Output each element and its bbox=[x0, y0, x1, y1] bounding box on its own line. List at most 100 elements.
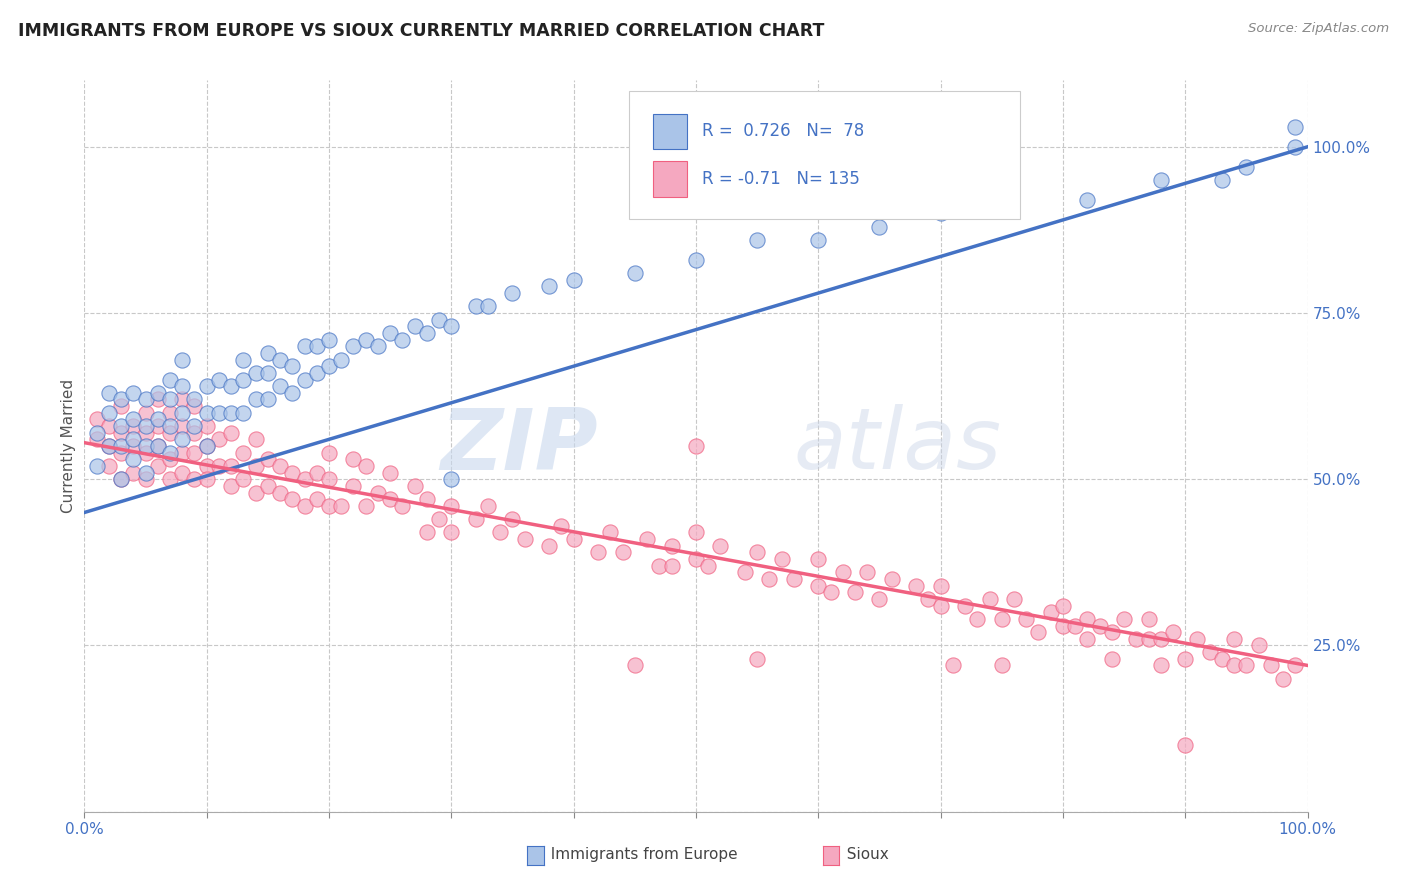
Point bbox=[97, 458, 120, 473]
Point bbox=[869, 219, 891, 234]
Point bbox=[917, 591, 939, 606]
Point bbox=[318, 445, 340, 459]
Point bbox=[183, 425, 205, 440]
Point bbox=[1234, 658, 1257, 673]
Point bbox=[513, 532, 536, 546]
Point bbox=[1088, 618, 1111, 632]
Point bbox=[110, 472, 132, 486]
Point bbox=[562, 532, 585, 546]
Point bbox=[807, 552, 830, 566]
Point bbox=[1039, 605, 1062, 619]
Point bbox=[1076, 612, 1098, 626]
Point bbox=[489, 525, 512, 540]
Point bbox=[979, 591, 1001, 606]
Point bbox=[159, 372, 181, 386]
Point bbox=[330, 499, 353, 513]
Point bbox=[612, 545, 634, 559]
Point bbox=[172, 466, 194, 480]
Point bbox=[1137, 612, 1160, 626]
Point bbox=[1284, 120, 1306, 134]
Text: Immigrants from Europe: Immigrants from Europe bbox=[541, 847, 738, 862]
Point bbox=[232, 445, 254, 459]
Point bbox=[342, 339, 364, 353]
Point bbox=[97, 419, 120, 434]
Point bbox=[1247, 639, 1270, 653]
Point bbox=[195, 439, 218, 453]
Point bbox=[122, 412, 145, 426]
Point bbox=[146, 385, 169, 400]
FancyBboxPatch shape bbox=[628, 91, 1021, 219]
Point bbox=[318, 359, 340, 374]
Point bbox=[440, 472, 463, 486]
Point bbox=[636, 532, 658, 546]
Point bbox=[685, 525, 707, 540]
Point bbox=[464, 512, 486, 526]
Point bbox=[929, 579, 952, 593]
Point bbox=[758, 572, 780, 586]
Point bbox=[856, 566, 879, 580]
Point bbox=[172, 433, 194, 447]
Point bbox=[159, 472, 181, 486]
Point bbox=[269, 352, 291, 367]
Point bbox=[990, 658, 1012, 673]
Point bbox=[929, 206, 952, 220]
Point bbox=[1187, 632, 1209, 646]
Point bbox=[661, 558, 683, 573]
Point bbox=[380, 492, 402, 507]
Point bbox=[159, 452, 181, 467]
Point bbox=[953, 599, 976, 613]
Point bbox=[245, 392, 267, 407]
Text: atlas: atlas bbox=[794, 404, 1002, 488]
Point bbox=[97, 439, 120, 453]
Point bbox=[1284, 658, 1306, 673]
Point bbox=[477, 499, 499, 513]
Point bbox=[183, 472, 205, 486]
Point bbox=[232, 472, 254, 486]
Point bbox=[146, 412, 169, 426]
Point bbox=[122, 466, 145, 480]
Point bbox=[464, 299, 486, 313]
FancyBboxPatch shape bbox=[654, 114, 688, 149]
Point bbox=[146, 392, 169, 407]
Point bbox=[257, 346, 280, 360]
Point bbox=[367, 339, 389, 353]
Point bbox=[942, 658, 965, 673]
Point bbox=[110, 399, 132, 413]
Point bbox=[135, 419, 157, 434]
Point bbox=[1161, 625, 1184, 640]
Text: R = -0.71   N= 135: R = -0.71 N= 135 bbox=[702, 170, 860, 188]
Point bbox=[110, 439, 132, 453]
Point bbox=[820, 585, 842, 599]
Point bbox=[1101, 652, 1123, 666]
Point bbox=[232, 406, 254, 420]
Point bbox=[195, 472, 218, 486]
Point bbox=[404, 479, 426, 493]
Point bbox=[97, 439, 120, 453]
Point bbox=[195, 406, 218, 420]
Point bbox=[219, 458, 242, 473]
Point bbox=[1028, 625, 1050, 640]
Point bbox=[135, 472, 157, 486]
Point bbox=[501, 512, 523, 526]
Point bbox=[477, 299, 499, 313]
Point bbox=[86, 412, 108, 426]
Point bbox=[342, 479, 364, 493]
Point bbox=[232, 352, 254, 367]
Point bbox=[195, 419, 218, 434]
Point bbox=[281, 492, 304, 507]
Point bbox=[122, 433, 145, 447]
Point bbox=[195, 379, 218, 393]
Point bbox=[440, 319, 463, 334]
Point bbox=[709, 539, 731, 553]
Point bbox=[208, 372, 231, 386]
Point bbox=[1284, 140, 1306, 154]
Point bbox=[501, 286, 523, 301]
Point bbox=[770, 552, 793, 566]
Point bbox=[1272, 672, 1295, 686]
Point bbox=[880, 572, 903, 586]
Point bbox=[747, 233, 769, 247]
Point bbox=[1052, 618, 1074, 632]
Point bbox=[172, 392, 194, 407]
Point bbox=[416, 525, 439, 540]
Text: IMMIGRANTS FROM EUROPE VS SIOUX CURRENTLY MARRIED CORRELATION CHART: IMMIGRANTS FROM EUROPE VS SIOUX CURRENTL… bbox=[18, 22, 825, 40]
